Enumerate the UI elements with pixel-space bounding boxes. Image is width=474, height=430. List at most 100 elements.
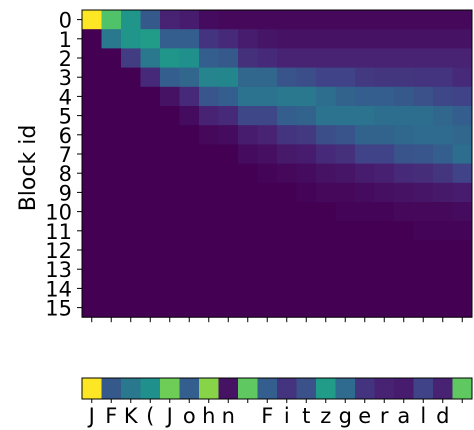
heatmap-cell [160, 106, 180, 126]
row-tick-label: 12 [45, 239, 72, 263]
heatmap-cell [101, 221, 122, 241]
heatmap-cell [121, 106, 141, 126]
heatmap-cell [101, 48, 122, 68]
heatmap-cell [277, 163, 297, 184]
heatmap-cell [160, 144, 180, 164]
heatmap-cell [199, 106, 219, 126]
heatmap-cell [296, 298, 317, 318]
row-tick-label: 5 [59, 105, 72, 129]
heatmap-cell [296, 106, 317, 126]
heatmap-cell [335, 298, 356, 318]
heatmap-cell [82, 163, 102, 184]
heatmap-cell [82, 182, 102, 203]
heatmap-cell [101, 144, 122, 164]
heatmap-cell [433, 298, 453, 318]
heatmap-cell [238, 106, 258, 126]
heatmap-cell [160, 86, 180, 107]
heatmap-cell [82, 240, 102, 260]
heatmap-cell [433, 48, 453, 68]
heatmap-cell [121, 144, 141, 164]
heatmap-cell [277, 221, 297, 241]
heatmap-cell [355, 240, 375, 260]
heatmap-cell [335, 144, 356, 164]
heatmap-cell [277, 29, 297, 49]
heatmap-cell [452, 182, 473, 203]
token-strip-cell [374, 378, 395, 399]
heatmap-cell [257, 259, 278, 280]
heatmap-cell [218, 10, 239, 30]
y-axis-label: Block id [16, 125, 41, 212]
heatmap-cell [413, 202, 434, 222]
heatmap-cell [296, 182, 317, 203]
heatmap-cell [433, 144, 453, 164]
heatmap-cell [238, 163, 258, 184]
heatmap-cell [257, 29, 278, 49]
heatmap-cell [413, 86, 434, 107]
heatmap-cell [101, 67, 122, 88]
heatmap-cell [335, 86, 356, 107]
heatmap-cell [238, 202, 258, 222]
heatmap-cell [355, 48, 375, 68]
column-ticks [91, 317, 463, 323]
row-tick-label: 4 [59, 85, 72, 109]
heatmap-cell [452, 278, 473, 299]
heatmap-cell [452, 163, 473, 184]
heatmap-cell [413, 278, 434, 299]
heatmap-cell [160, 298, 180, 318]
heatmap-cell [238, 298, 258, 318]
heatmap-cell [238, 67, 258, 88]
row-tick-label: 1 [59, 28, 72, 52]
heatmap-cell [218, 202, 239, 222]
heatmap-cell [394, 163, 414, 184]
token-strip-cell [296, 378, 317, 399]
heatmap-cell [160, 10, 180, 30]
heatmap-cell [82, 106, 102, 126]
heatmap-cell [355, 67, 375, 88]
heatmap-cell [335, 240, 356, 260]
token-label: F [261, 404, 273, 428]
heatmap-cell [238, 125, 258, 145]
heatmap-cell [257, 278, 278, 299]
row-tick-label: 3 [59, 66, 72, 90]
heatmap-cell [452, 202, 473, 222]
heatmap-cell [394, 86, 414, 107]
row-tick-label: 13 [45, 258, 72, 282]
heatmap-cell [218, 221, 239, 241]
heatmap-cell [316, 106, 336, 126]
heatmap-cell [179, 10, 200, 30]
heatmap-cell [218, 163, 239, 184]
heatmap-cell [121, 48, 141, 68]
token-label: a [397, 404, 410, 428]
heatmap-cell [101, 163, 122, 184]
heatmap-cell [277, 182, 297, 203]
heatmap-cell [199, 202, 219, 222]
row-tick-label: 14 [45, 277, 72, 301]
heatmap-cell [296, 278, 317, 299]
heatmap-cell [160, 240, 180, 260]
heatmap-cell [413, 163, 434, 184]
heatmap-cell [160, 221, 180, 241]
token-strip-cell [121, 378, 141, 399]
token-strip-cell [160, 378, 180, 399]
heatmap-cell [335, 106, 356, 126]
heatmap-cell [335, 67, 356, 88]
heatmap-cell [179, 125, 200, 145]
heatmap-cell [355, 144, 375, 164]
heatmap-cell [257, 86, 278, 107]
heatmap-cell [199, 48, 219, 68]
heatmap-cell [160, 278, 180, 299]
heatmap-cell [82, 202, 102, 222]
heatmap-cell [433, 125, 453, 145]
heatmap-cell [238, 29, 258, 49]
heatmap-cell [316, 163, 336, 184]
heatmap-cell [238, 86, 258, 107]
token-label: r [380, 404, 389, 428]
heatmap-cell [433, 67, 453, 88]
heatmap-cell [296, 259, 317, 280]
heatmap-cell [433, 202, 453, 222]
heatmap-cell [355, 259, 375, 280]
heatmap-cell [277, 106, 297, 126]
heatmap-cell [452, 259, 473, 280]
heatmap-cell [82, 259, 102, 280]
heatmap-cell [394, 125, 414, 145]
